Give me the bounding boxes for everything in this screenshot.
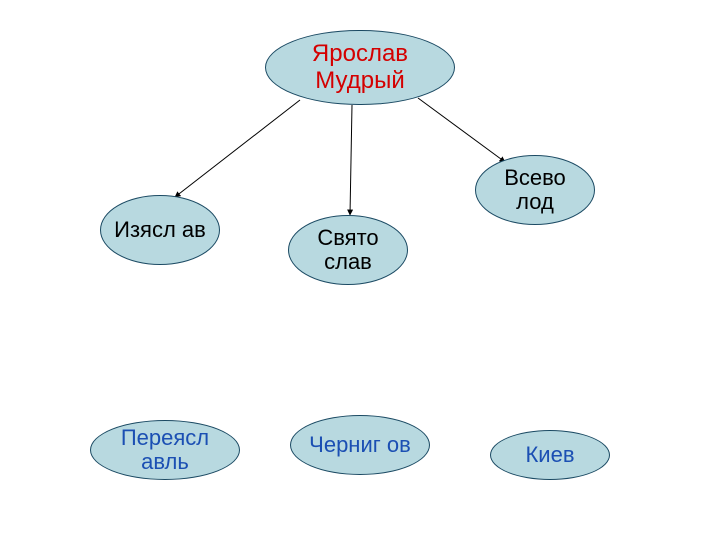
node-pereyaslavl: Переясл авль [90,420,240,480]
edge-0 [175,100,300,197]
node-izyaslav-label: Изясл ав [114,218,206,242]
node-vsevolod: Всево лод [475,155,595,225]
node-root-label: Ярослав Мудрый [274,41,446,94]
node-root: Ярослав Мудрый [265,30,455,105]
edge-2 [418,98,505,162]
node-svyatoslav: Свято слав [288,215,408,285]
node-kiev-label: Киев [525,443,574,467]
node-vsevolod-label: Всево лод [484,166,586,214]
edge-1 [350,105,352,215]
node-pereyaslavl-label: Переясл авль [99,426,231,474]
node-chernigov-label: Черниг ов [309,433,411,457]
node-svyatoslav-label: Свято слав [297,226,399,274]
node-chernigov: Черниг ов [290,415,430,475]
node-kiev: Киев [490,430,610,480]
node-izyaslav: Изясл ав [100,195,220,265]
